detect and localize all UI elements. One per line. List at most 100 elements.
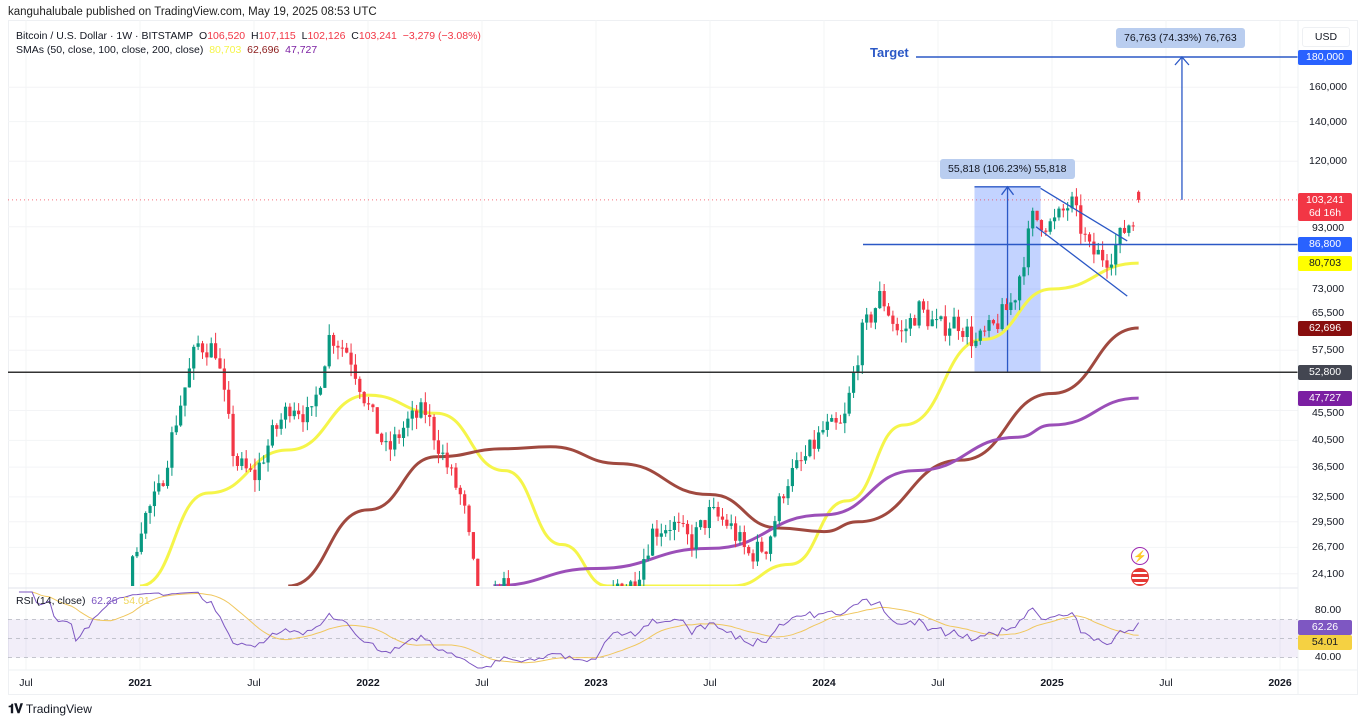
- low-value: 102,126: [307, 30, 346, 42]
- candle-body: [764, 551, 768, 554]
- price-tick-label: 26,700: [1311, 541, 1345, 554]
- candle-body: [699, 520, 703, 528]
- candle-body: [471, 532, 476, 559]
- candle-body: [904, 328, 908, 332]
- candle-body: [214, 343, 218, 359]
- candle-body: [288, 406, 292, 417]
- rsi-title: RSI (14, close): [16, 595, 86, 607]
- candle-body: [366, 403, 371, 405]
- candle-body: [283, 406, 288, 420]
- pole-measure-label: 55,818 (106.23%) 55,818: [940, 159, 1075, 179]
- candle-body: [388, 441, 392, 450]
- rsi-ma-value: 54.01: [123, 595, 150, 607]
- candle-body: [152, 491, 157, 507]
- drawings-front[interactable]: [8, 56, 1298, 373]
- target-measure-label: 76,763 (74.33%) 76,763: [1116, 28, 1245, 48]
- brand-name: TradingView: [25, 702, 92, 716]
- candle-body: [305, 407, 309, 423]
- price-tag: 80,703: [1298, 256, 1352, 272]
- candle-body: [1131, 225, 1135, 227]
- candle-body: [331, 334, 336, 346]
- candle-body: [733, 523, 738, 541]
- candle-body: [1122, 227, 1127, 233]
- price-tick-label: 160,000: [1309, 81, 1347, 94]
- candle-body: [969, 326, 974, 347]
- candle-body: [441, 452, 445, 454]
- price-tick-label: 40,500: [1311, 434, 1345, 447]
- price-tag: 180,000: [1298, 50, 1352, 65]
- candle-body: [908, 318, 912, 329]
- candle-body: [865, 314, 869, 323]
- candle-body: [248, 468, 253, 470]
- candle-body: [371, 404, 375, 408]
- candle-body: [375, 407, 379, 434]
- candle-body: [240, 458, 244, 466]
- candle-body: [310, 406, 314, 408]
- rsi-ma-value-tag: 54.01: [1298, 634, 1352, 650]
- candle-body: [410, 410, 414, 419]
- rsi-value-tag: 62.26: [1298, 619, 1352, 635]
- candle-body: [170, 432, 174, 468]
- candle-body: [707, 506, 711, 529]
- candle-body: [803, 456, 808, 461]
- candle-body: [891, 315, 895, 324]
- candle-body: [799, 460, 803, 462]
- candle-body: [956, 316, 961, 332]
- candle-body: [406, 418, 410, 428]
- candle-body: [1009, 302, 1013, 310]
- candle-body: [301, 414, 305, 423]
- candle-body: [157, 483, 161, 492]
- candle-body: [1052, 217, 1057, 222]
- time-tick-label: Jul: [1159, 677, 1173, 689]
- sma-line-sma100: [288, 326, 1139, 586]
- flag-channel-upper: [1040, 187, 1128, 242]
- candle-body: [1031, 210, 1035, 229]
- candle-body: [467, 505, 471, 533]
- candle-body: [279, 419, 283, 429]
- high-value: 107,115: [258, 30, 296, 42]
- candle-body: [685, 523, 690, 535]
- time-tick-label: Jul: [19, 677, 33, 689]
- us-flag-icon[interactable]: [1131, 568, 1149, 586]
- candle-body: [629, 581, 633, 586]
- candle-body: [362, 391, 366, 404]
- currency-button[interactable]: USD: [1302, 27, 1350, 47]
- candle-body: [179, 405, 183, 426]
- price-tag: 62,696: [1298, 321, 1352, 337]
- candle-body: [878, 291, 882, 309]
- candle-body: [174, 425, 178, 433]
- candle-body: [655, 528, 659, 537]
- low-label: L: [301, 30, 308, 42]
- candle-body: [768, 536, 773, 554]
- candle-body: [952, 316, 956, 329]
- candle-body: [782, 496, 786, 499]
- candle-body: [703, 520, 707, 529]
- time-tick-label: 2021: [128, 677, 152, 689]
- candle-body: [808, 439, 812, 457]
- candle-body: [672, 521, 677, 530]
- candle-body: [231, 413, 235, 457]
- candle-body: [860, 322, 864, 366]
- candle-body: [1048, 221, 1052, 232]
- tradingview-logo[interactable]: 𝟏𝐕 TradingView: [8, 701, 92, 717]
- candle-body: [1004, 304, 1009, 310]
- price-tick-label: 93,000: [1311, 221, 1345, 234]
- change-value: −3,279 (−3.08%): [402, 30, 481, 42]
- rsi-legend: RSI (14, close) 62.26 54.01: [16, 595, 150, 607]
- candle-body: [659, 533, 663, 537]
- candle-body: [1096, 249, 1100, 255]
- candle-body: [393, 434, 397, 450]
- candle-body: [445, 452, 449, 468]
- candle-body: [1092, 241, 1096, 255]
- candle-body: [930, 319, 934, 327]
- lightning-icon[interactable]: ⚡: [1131, 547, 1149, 565]
- candle-body: [664, 530, 668, 534]
- candle-body: [144, 512, 148, 534]
- price-tick-label: 57,500: [1311, 344, 1345, 357]
- candle-body: [318, 387, 323, 395]
- time-tick-label: Jul: [703, 677, 717, 689]
- candle-body: [834, 418, 838, 423]
- rsi-line: [18, 591, 1140, 669]
- price-tick-label: 36,500: [1311, 461, 1345, 474]
